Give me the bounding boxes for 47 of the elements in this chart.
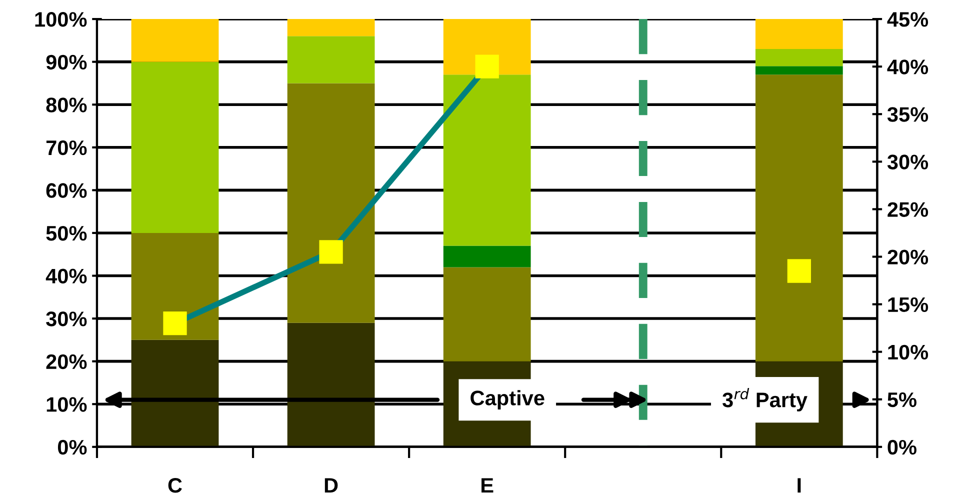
bar [287, 36, 375, 84]
bar [443, 19, 531, 75]
point [787, 259, 811, 283]
bar [443, 267, 531, 362]
x-tick-label: D [324, 478, 338, 493]
y2-tick-label: 25% [888, 202, 928, 217]
bar [287, 19, 375, 36]
bar [443, 246, 531, 268]
y2-tick-label: 30% [887, 154, 928, 170]
y2-tick-label: 40% [887, 60, 928, 74]
bar [287, 322, 375, 447]
y-tick-label: 0% [58, 440, 87, 455]
y2-tick-label: 20% [888, 250, 928, 264]
x-tick-label: C [168, 478, 182, 493]
y2-tick-label: 10% [888, 344, 928, 360]
bar [131, 62, 219, 233]
y2-tick-label: 35% [887, 107, 928, 122]
annotation: 3$^{rd}$ Party [722, 388, 808, 412]
x-tick-label: I [798, 478, 801, 493]
y-tick-label: 30% [46, 312, 87, 326]
bar [131, 232, 219, 340]
bar [287, 83, 375, 323]
y-tick-label: 90% [46, 54, 87, 70]
y2-tick-label: 0% [888, 440, 916, 455]
y-tick-label: 70% [46, 140, 87, 156]
bar [755, 19, 843, 49]
bar [131, 340, 219, 447]
y-tick-label: 50% [46, 226, 87, 241]
bar [755, 48, 843, 66]
y2-tick-label: 45% [887, 12, 928, 27]
x-tick-label: E [482, 478, 494, 493]
y-tick-label: 80% [46, 98, 87, 112]
y-tick-label: 100% [35, 12, 87, 27]
y-tick-label: 40% [46, 268, 87, 284]
bar [755, 66, 843, 75]
bar [443, 74, 531, 246]
y-tick-label: 10% [46, 397, 87, 412]
y-tick-label: 20% [46, 354, 87, 370]
y-tick-label: 60% [46, 183, 87, 198]
point [475, 54, 499, 78]
point [163, 311, 187, 336]
y2-tick-label: 15% [888, 297, 928, 312]
annotation: Captive [470, 390, 544, 410]
bar [755, 74, 843, 362]
y2-tick-label: 5% [888, 392, 916, 408]
bar [131, 19, 219, 62]
point [319, 240, 343, 264]
